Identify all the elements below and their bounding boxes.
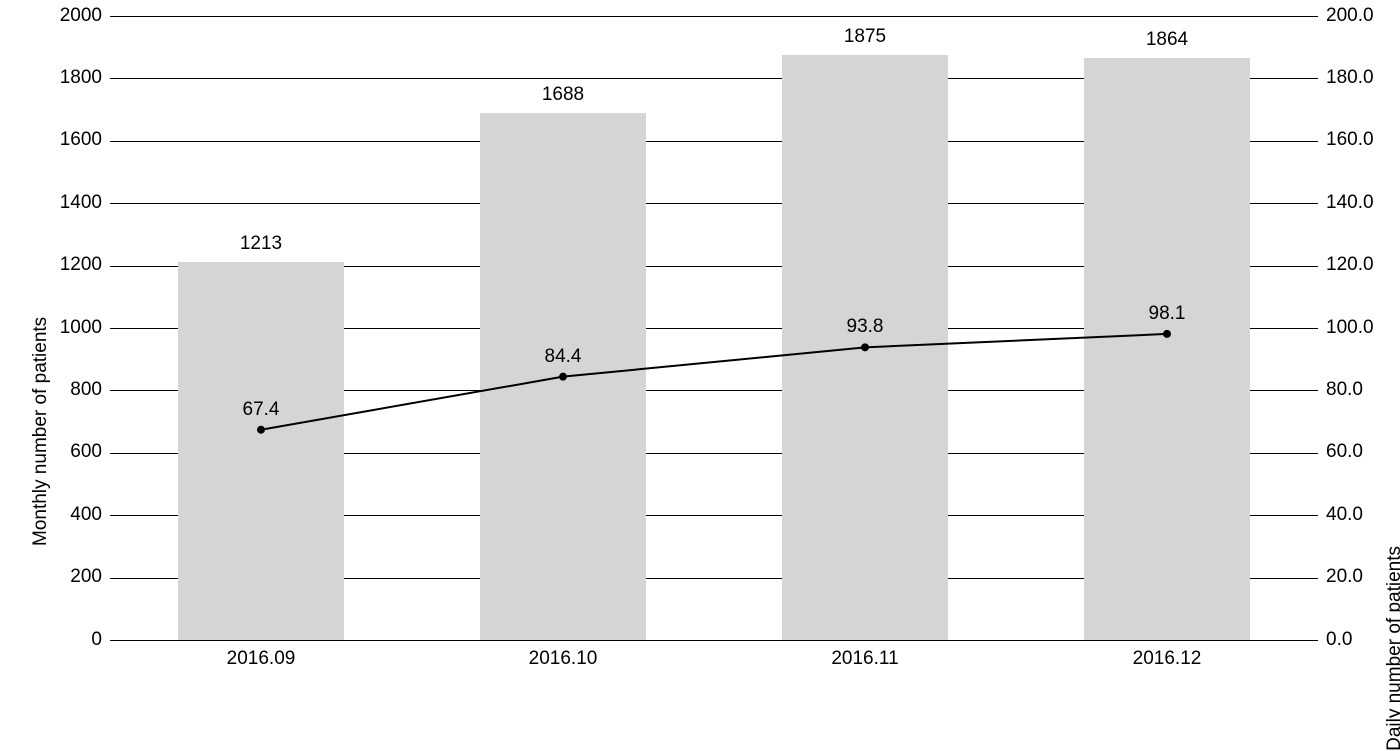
right-axis-tick: 160.0 — [1326, 129, 1374, 151]
left-axis-tick: 1600 — [60, 129, 102, 151]
right-axis-tick: 40.0 — [1326, 504, 1363, 526]
line-marker — [257, 426, 265, 434]
left-axis-tick: 800 — [70, 379, 102, 401]
left-axis-tick: 0 — [91, 629, 102, 651]
line-marker — [861, 343, 869, 351]
left-axis-tick: 1200 — [60, 254, 102, 276]
line-value-label: 93.8 — [815, 316, 915, 338]
line-series — [110, 16, 1318, 640]
right-axis-title: Daily number of patients — [1384, 546, 1400, 751]
line-marker — [559, 373, 567, 381]
left-axis-tick: 1400 — [60, 192, 102, 214]
right-axis-tick: 140.0 — [1326, 192, 1374, 214]
right-axis-tick: 180.0 — [1326, 67, 1374, 89]
x-axis-tick: 2016.09 — [201, 648, 321, 670]
line-value-label: 98.1 — [1117, 303, 1217, 325]
right-axis-tick: 100.0 — [1326, 317, 1374, 339]
right-axis-tick: 0.0 — [1326, 629, 1352, 651]
line-marker — [1163, 330, 1171, 338]
x-axis-tick: 2016.10 — [503, 648, 623, 670]
left-axis-tick: 1800 — [60, 67, 102, 89]
x-axis-tick: 2016.12 — [1107, 648, 1227, 670]
right-axis-tick: 120.0 — [1326, 254, 1374, 276]
right-axis-tick: 80.0 — [1326, 379, 1363, 401]
patient-count-chart: 121316881875186467.484.493.898.1 Monthly… — [0, 0, 1400, 679]
left-axis-tick: 200 — [70, 566, 102, 588]
plot-area: 121316881875186467.484.493.898.1 — [110, 16, 1318, 640]
left-axis-tick: 400 — [70, 504, 102, 526]
right-axis-tick: 20.0 — [1326, 566, 1363, 588]
left-axis-title: Monthly number of patients — [30, 317, 52, 546]
x-axis-tick: 2016.11 — [805, 648, 925, 670]
left-axis-tick: 2000 — [60, 5, 102, 27]
line-value-label: 67.4 — [211, 399, 311, 421]
line-path — [261, 334, 1167, 430]
left-axis-tick: 600 — [70, 441, 102, 463]
left-axis-tick: 1000 — [60, 317, 102, 339]
line-value-label: 84.4 — [513, 346, 613, 368]
gridline — [110, 640, 1318, 641]
right-axis-tick: 60.0 — [1326, 441, 1363, 463]
right-axis-tick: 200.0 — [1326, 5, 1374, 27]
